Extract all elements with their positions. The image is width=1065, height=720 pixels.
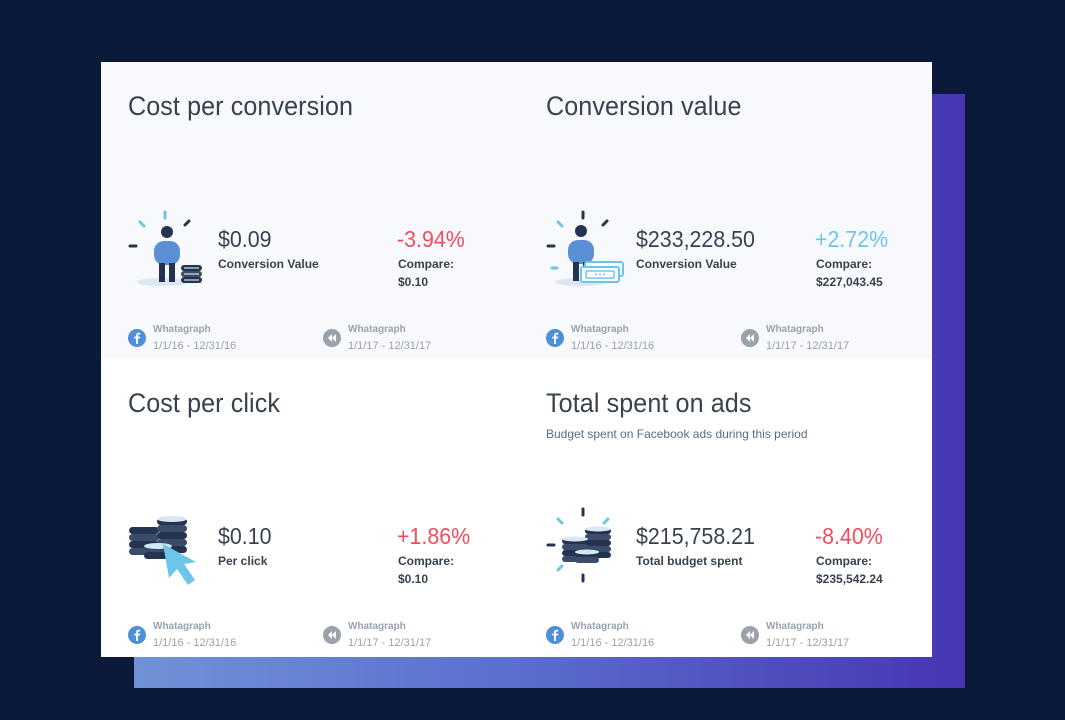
widget-cost-per-conversion: Cost per conversion $0.09 Conversion Val…	[101, 62, 501, 358]
change-percentage: +1.86%	[397, 523, 471, 549]
source-name: Whatagraph	[153, 621, 211, 632]
top-row-band	[101, 62, 932, 358]
change-percentage: +2.72%	[815, 226, 889, 252]
dashboard-card: Cost per conversion $0.09 Conversion Val…	[101, 62, 932, 657]
compare-value: $0.10	[398, 275, 429, 289]
date-range: 1/1/17 - 12/31/17	[766, 637, 850, 649]
date-range: 1/1/16 - 12/31/16	[153, 637, 237, 649]
widget-subtitle: Budget spent on Facebook ads during this…	[546, 427, 808, 441]
compare-label: Compare:	[816, 257, 873, 271]
metric-value: $215,758.21	[636, 523, 755, 549]
widget-total-spent-on-ads: Total spent on ads Budget spent on Faceb…	[519, 359, 919, 655]
coins-cursor-icon	[129, 516, 196, 585]
metric-value: $0.09	[218, 226, 272, 252]
compare-value: $235,542.24	[816, 572, 883, 586]
previous-period-icon	[741, 329, 759, 347]
date-range: 1/1/16 - 12/31/16	[153, 340, 237, 352]
compare-label: Compare:	[398, 257, 455, 271]
metric-value: $233,228.50	[636, 226, 755, 252]
compare-label: Compare:	[398, 554, 455, 568]
source-name: Whatagraph	[348, 621, 406, 632]
previous-period-icon	[741, 626, 759, 644]
compare-value: $0.10	[398, 572, 429, 586]
previous-period-icon	[323, 329, 341, 347]
widget-cost-per-click: Cost per click $0.10 Per click +1.86% Co…	[101, 359, 501, 655]
metric-label: Per click	[218, 554, 268, 568]
compare-label: Compare:	[816, 554, 873, 568]
source-name: Whatagraph	[153, 324, 211, 335]
date-range: 1/1/17 - 12/31/17	[766, 340, 850, 352]
source-name: Whatagraph	[766, 621, 824, 632]
source-name: Whatagraph	[348, 324, 406, 335]
compare-value: $227,043.45	[816, 275, 883, 289]
widget-title: Cost per conversion	[128, 91, 354, 121]
facebook-icon	[546, 329, 564, 347]
coin-stacks-icon	[546, 507, 611, 583]
person-coins-icon	[128, 210, 202, 286]
source-name: Whatagraph	[571, 324, 629, 335]
source-name: Whatagraph	[766, 324, 824, 335]
metric-value: $0.10	[218, 523, 272, 549]
metric-label: Total budget spent	[636, 554, 743, 568]
person-banknotes-icon	[546, 210, 624, 286]
facebook-icon	[546, 626, 564, 644]
facebook-icon	[128, 329, 146, 347]
date-range: 1/1/17 - 12/31/17	[348, 340, 432, 352]
change-percentage: -8.40%	[815, 523, 883, 549]
date-range: 1/1/16 - 12/31/16	[571, 637, 655, 649]
widget-conversion-value: Conversion value $233,228.50 Conversion …	[519, 62, 919, 358]
facebook-icon	[128, 626, 146, 644]
widget-title: Conversion value	[546, 91, 742, 121]
date-range: 1/1/17 - 12/31/17	[348, 637, 432, 649]
widget-title: Total spent on ads	[546, 388, 752, 418]
change-percentage: -3.94%	[397, 226, 465, 252]
previous-period-icon	[323, 626, 341, 644]
source-name: Whatagraph	[571, 621, 629, 632]
date-range: 1/1/16 - 12/31/16	[571, 340, 655, 352]
widget-title: Cost per click	[128, 388, 281, 418]
metric-label: Conversion Value	[636, 257, 737, 271]
metric-label: Conversion Value	[218, 257, 319, 271]
